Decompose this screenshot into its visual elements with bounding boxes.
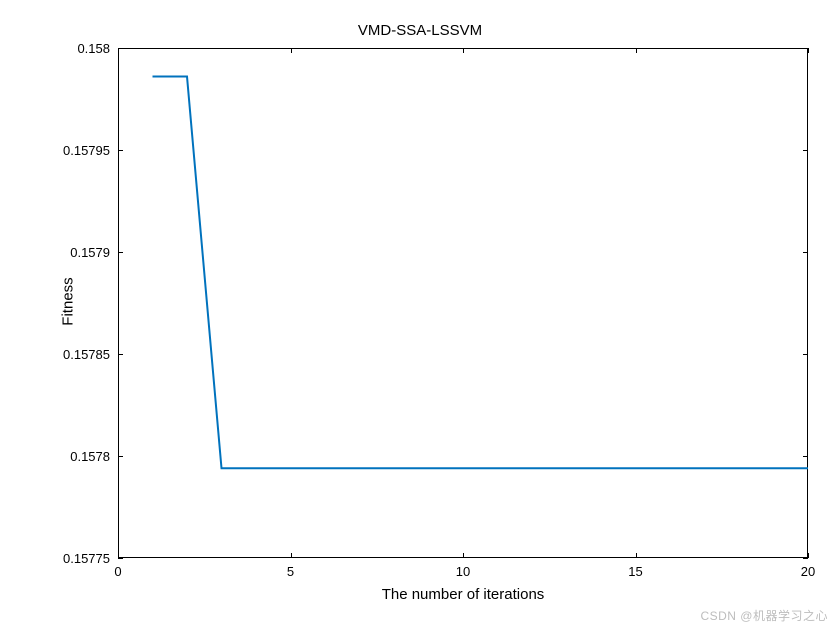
x-tick-mark: [291, 48, 292, 53]
x-tick-mark: [636, 48, 637, 53]
y-tick-mark: [118, 150, 123, 151]
x-tick-mark: [118, 48, 119, 53]
fitness-line: [0, 0, 840, 630]
y-tick-mark: [803, 354, 808, 355]
figure: VMD-SSA-LSSVM 0.157750.15780.157850.1579…: [0, 0, 840, 630]
x-tick-label: 20: [788, 564, 828, 579]
x-tick-mark: [463, 48, 464, 53]
y-tick-label: 0.15785: [63, 347, 110, 362]
x-tick-mark: [291, 553, 292, 558]
x-axis-label: The number of iterations: [118, 586, 808, 603]
y-tick-label: 0.158: [77, 41, 110, 56]
y-tick-mark: [803, 456, 808, 457]
x-tick-label: 15: [616, 564, 656, 579]
x-tick-mark: [636, 553, 637, 558]
y-tick-mark: [118, 456, 123, 457]
x-tick-label: 10: [443, 564, 483, 579]
x-tick-mark: [118, 553, 119, 558]
y-tick-label: 0.1579: [70, 245, 110, 260]
y-tick-mark: [118, 558, 123, 559]
y-tick-label: 0.15795: [63, 143, 110, 158]
y-tick-mark: [118, 354, 123, 355]
y-tick-mark: [803, 252, 808, 253]
x-tick-label: 5: [271, 564, 311, 579]
x-tick-mark: [463, 553, 464, 558]
y-axis-label: Fitness: [60, 262, 77, 342]
y-tick-mark: [118, 252, 123, 253]
y-tick-mark: [803, 150, 808, 151]
x-tick-mark: [808, 553, 809, 558]
watermark-text: CSDN @机器学习之心: [700, 607, 828, 624]
y-tick-label: 0.1578: [70, 449, 110, 464]
y-tick-mark: [803, 558, 808, 559]
x-tick-label: 0: [98, 564, 138, 579]
x-tick-mark: [808, 48, 809, 53]
